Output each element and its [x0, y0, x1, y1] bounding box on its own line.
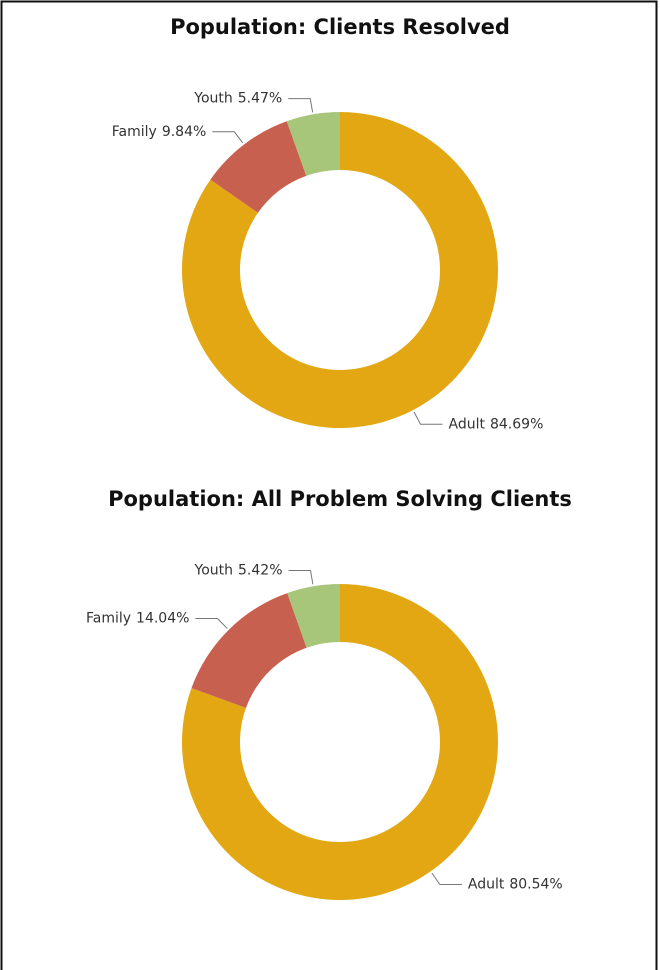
leader-line	[288, 570, 314, 585]
data-label: Family 9.84%	[112, 124, 207, 140]
value-label: 80.54%	[509, 876, 562, 892]
value-label: 9.84%	[162, 124, 206, 140]
category-name: Youth	[193, 91, 233, 107]
category-name: Adult	[449, 416, 486, 432]
donut-slice	[191, 593, 307, 708]
leader-line	[288, 98, 314, 113]
donut-slice	[287, 584, 340, 648]
chart-title: Population: Clients Resolved	[170, 15, 510, 39]
data-label: Adult 84.69%	[449, 416, 544, 432]
donut-slice	[181, 584, 498, 900]
value-label: 14.04%	[136, 611, 189, 627]
value-label: 84.69%	[490, 416, 543, 432]
donut-slice	[182, 112, 499, 429]
leader-line	[212, 131, 244, 144]
value-label: 5.47%	[238, 91, 282, 107]
category-name: Youth	[194, 563, 234, 579]
chart-title: Population: All Problem Solving Clients	[108, 487, 572, 511]
donut-slice	[210, 121, 307, 213]
value-label: 5.42%	[238, 563, 282, 579]
data-label: Youth 5.42%	[194, 563, 283, 579]
donut-slice	[286, 112, 340, 176]
leader-line	[431, 872, 462, 885]
data-label: Adult 80.54%	[468, 876, 563, 892]
leader-line	[195, 618, 228, 629]
leader-line	[413, 411, 443, 425]
category-name: Family	[86, 611, 131, 627]
data-label: Youth 5.47%	[193, 91, 282, 107]
category-name: Family	[112, 124, 157, 140]
category-name: Adult	[468, 876, 505, 892]
data-label: Family 14.04%	[86, 611, 189, 627]
